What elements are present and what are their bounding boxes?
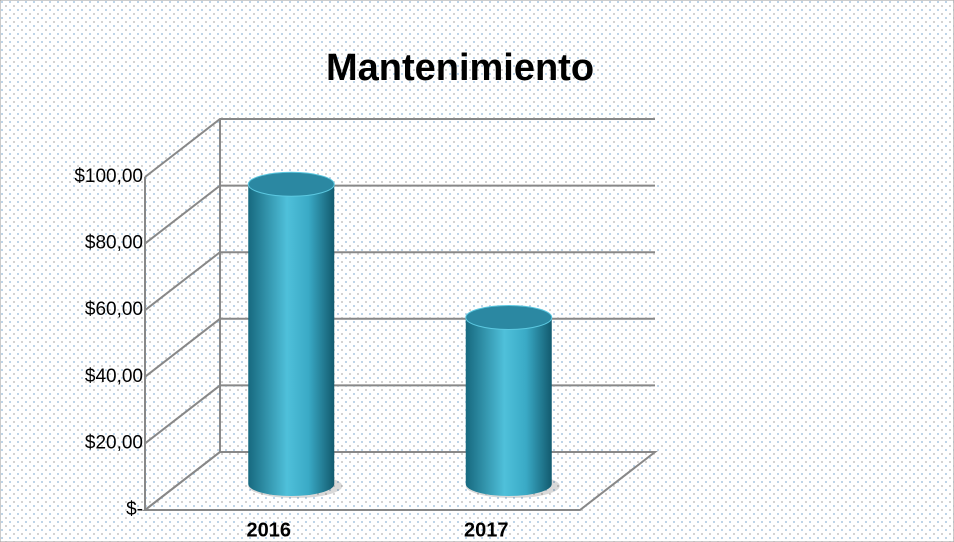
y-tick-label: $20,00 xyxy=(85,432,143,453)
bar-top xyxy=(465,305,553,330)
x-tick-label: 2016 xyxy=(247,519,292,541)
y-tick-label: $- xyxy=(126,499,143,520)
grid-line xyxy=(144,251,655,311)
bar-body xyxy=(465,317,552,497)
chart-title: Mantenimiento xyxy=(326,47,594,89)
y-tick-label: $80,00 xyxy=(85,233,143,254)
y-tick-label: $100,00 xyxy=(74,166,143,187)
bar xyxy=(247,171,343,498)
y-tick-label: $60,00 xyxy=(85,299,143,320)
y-tick-label: $40,00 xyxy=(85,366,143,387)
bar-body xyxy=(248,184,335,497)
grid-line xyxy=(144,118,655,178)
bar-top xyxy=(247,171,335,197)
bar xyxy=(465,305,560,498)
grid-line xyxy=(144,184,655,245)
x-tick-label: 2017 xyxy=(464,519,509,541)
